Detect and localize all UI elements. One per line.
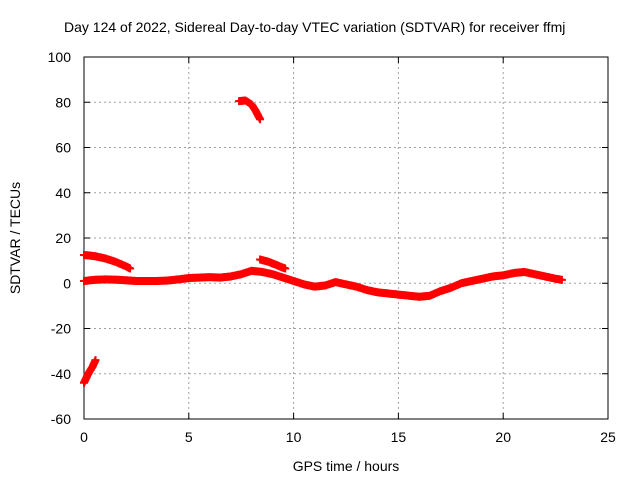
grid-lines: [84, 57, 608, 419]
data-point: [91, 356, 100, 365]
y-tick-label: 20: [55, 230, 71, 246]
y-tick-label: 40: [55, 185, 71, 201]
x-tick-label: 25: [600, 429, 616, 445]
series-high-arc: [235, 96, 265, 124]
x-tick-label: 0: [80, 429, 88, 445]
y-tick-label: 60: [55, 140, 71, 156]
y-tick-label: 0: [63, 275, 71, 291]
y-tick-label: 100: [48, 49, 72, 65]
data-point: [557, 275, 566, 284]
data-point: [126, 264, 135, 273]
series-lower-arc: [80, 356, 100, 387]
data-series: [80, 96, 566, 387]
x-tick-label: 20: [495, 429, 511, 445]
data-point: [256, 115, 265, 124]
series-mid-arc: [256, 255, 290, 273]
series-early-arc: [80, 250, 135, 273]
y-tick-label: 80: [55, 94, 71, 110]
data-point: [281, 264, 290, 273]
chart-title: Day 124 of 2022, Sidereal Day-to-day VTE…: [64, 19, 565, 35]
x-axis-label: GPS time / hours: [293, 458, 400, 474]
axis-ticks: 0 5 10 15 20 25 -60 -40 -20 0 20 40 60 80 100: [48, 49, 616, 445]
x-tick-label: 15: [391, 429, 407, 445]
y-tick-label: -40: [51, 366, 71, 382]
y-axis-label: SDTVAR / TECUs: [7, 182, 23, 294]
y-tick-label: -20: [51, 321, 71, 337]
x-tick-label: 10: [286, 429, 302, 445]
x-tick-label: 5: [185, 429, 193, 445]
series-main-track: [80, 266, 566, 301]
y-tick-label: -60: [51, 411, 71, 427]
